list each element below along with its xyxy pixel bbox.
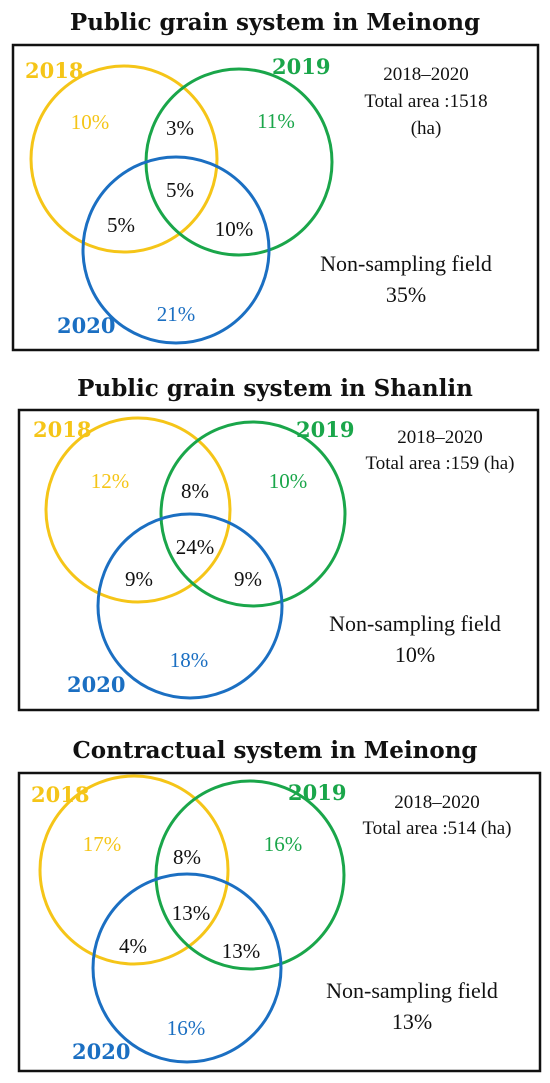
panel-meinong-public: Public grain system in Meinong 2018 2019… bbox=[11, 9, 540, 352]
panel-frame bbox=[11, 43, 540, 352]
circle-2018 bbox=[38, 774, 230, 966]
circle-2018 bbox=[44, 416, 232, 604]
non-sampling-label: Non-sampling field bbox=[320, 251, 492, 276]
label-2018: 2018 bbox=[31, 782, 89, 807]
region-all-three: 5% bbox=[166, 178, 194, 202]
region-only-2020: 16% bbox=[167, 1016, 206, 1040]
region-2018-2020: 5% bbox=[107, 213, 135, 237]
label-2019: 2019 bbox=[296, 417, 354, 442]
region-only-2019: 16% bbox=[264, 832, 303, 856]
label-2018: 2018 bbox=[33, 417, 91, 442]
region-only-2019: 11% bbox=[257, 109, 295, 133]
region-all-three: 13% bbox=[172, 901, 211, 925]
info-years: 2018–2020 bbox=[394, 792, 480, 813]
label-2020: 2020 bbox=[57, 313, 115, 338]
circle-2018 bbox=[29, 64, 219, 254]
panel-frame bbox=[17, 771, 542, 1073]
region-2018-2020: 4% bbox=[119, 934, 147, 958]
label-2019: 2019 bbox=[272, 54, 330, 79]
panel-shanlin-public: Public grain system in Shanlin 2018 2019… bbox=[17, 375, 540, 712]
panel-title: Public grain system in Meinong bbox=[70, 9, 480, 36]
panel-title: Public grain system in Shanlin bbox=[77, 375, 473, 402]
region-2018-2019: 8% bbox=[181, 479, 209, 503]
label-2020: 2020 bbox=[67, 672, 125, 697]
circle-2020 bbox=[81, 155, 271, 345]
region-2019-2020: 9% bbox=[234, 567, 262, 591]
region-2018-2019: 8% bbox=[173, 845, 201, 869]
region-only-2018: 17% bbox=[83, 832, 122, 856]
label-2020: 2020 bbox=[72, 1039, 130, 1064]
info-years: 2018–2020 bbox=[397, 427, 483, 448]
non-sampling-value: 35% bbox=[386, 282, 426, 307]
panel-title: Contractual system in Meinong bbox=[72, 737, 477, 764]
region-2019-2020: 13% bbox=[222, 939, 261, 963]
info-unit: (ha) bbox=[411, 118, 442, 139]
info-total-area: Total area :514 (ha) bbox=[362, 818, 511, 839]
circle-2020 bbox=[91, 872, 283, 1064]
region-only-2018: 10% bbox=[71, 110, 110, 134]
label-2018: 2018 bbox=[25, 58, 83, 83]
region-2019-2020: 10% bbox=[215, 217, 254, 241]
non-sampling-value: 10% bbox=[395, 642, 435, 667]
region-only-2020: 18% bbox=[170, 648, 209, 672]
panel-frame bbox=[17, 408, 540, 712]
circle-2019 bbox=[154, 779, 346, 971]
info-total-area: Total area :159 (ha) bbox=[365, 453, 514, 474]
region-only-2019: 10% bbox=[269, 469, 308, 493]
region-2018-2020: 9% bbox=[125, 567, 153, 591]
panel-meinong-contractual: Contractual system in Meinong 2018 2019 … bbox=[17, 737, 542, 1073]
region-only-2018: 12% bbox=[91, 469, 130, 493]
non-sampling-value: 13% bbox=[392, 1009, 432, 1034]
region-only-2020: 21% bbox=[157, 302, 196, 326]
info-years: 2018–2020 bbox=[383, 64, 469, 85]
circle-2020 bbox=[96, 512, 284, 700]
info-total-area: Total area :1518 bbox=[364, 91, 487, 112]
non-sampling-label: Non-sampling field bbox=[329, 611, 501, 636]
region-2018-2019: 3% bbox=[166, 116, 194, 140]
label-2019: 2019 bbox=[288, 780, 346, 805]
region-all-three: 24% bbox=[176, 535, 215, 559]
non-sampling-label: Non-sampling field bbox=[326, 978, 498, 1003]
circle-2019 bbox=[159, 420, 347, 608]
